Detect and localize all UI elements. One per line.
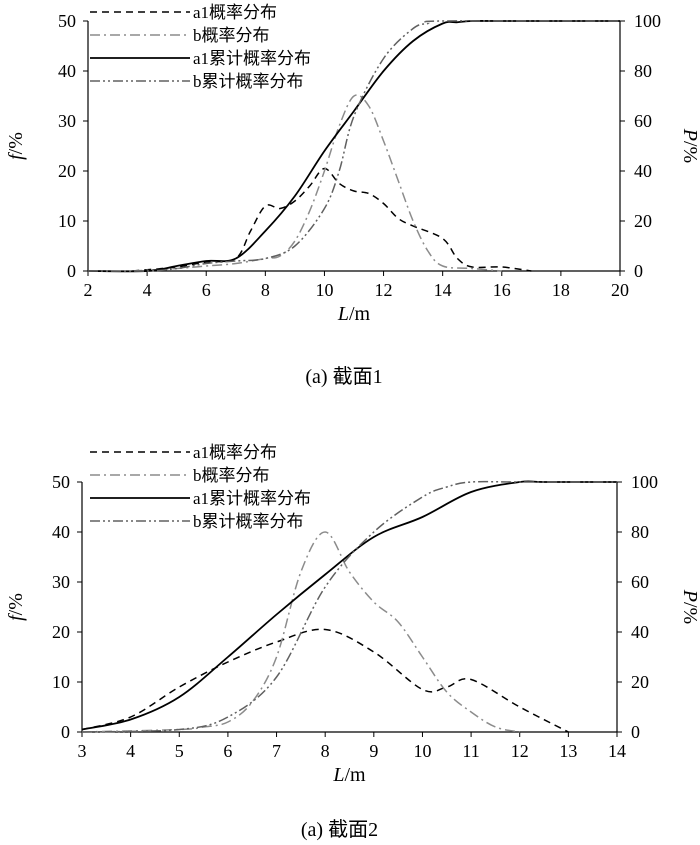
legend-label-bg: [191, 464, 339, 484]
legend-label-bg: [191, 24, 339, 44]
x-tick-label: 3: [78, 741, 87, 761]
x-tick-label: 9: [369, 741, 378, 761]
legend-label-bg: [191, 1, 339, 21]
series-line-1: [81, 628, 569, 733]
x-tick-label: 4: [143, 280, 152, 300]
y-axis-label: f/%: [5, 593, 27, 621]
legend-label: a1概率分布: [193, 443, 277, 462]
y2-tick-label: 40: [634, 161, 652, 181]
x-tick-label: 4: [126, 741, 135, 761]
y-tick-label: 20: [52, 622, 70, 642]
y-tick-label: 40: [58, 61, 76, 81]
y-tick-label: 0: [67, 261, 76, 281]
x-axis-variable: L: [332, 764, 344, 786]
chart-panel-2: 3 4 5 6 7 8 9 10 11 12 13 1401020304050020406080100…: [5, 441, 700, 841]
x-tick-label: 10: [413, 741, 431, 761]
x-tick-label: 16: [493, 280, 511, 300]
series-line-1: [132, 167, 532, 272]
y-tick-label: 50: [52, 472, 70, 492]
y2-tick-label: 60: [631, 572, 649, 592]
y2-tick-label: 20: [634, 211, 652, 231]
legend-label: b概率分布: [193, 466, 270, 485]
x-tick-label: 12: [511, 741, 529, 761]
y-tick-label: 10: [58, 211, 76, 231]
x-tick-label: 12: [375, 280, 393, 300]
x-axis-label: L/m: [337, 303, 371, 325]
chart-panel-1: 2 4 6 8 10 12 14 16 18 2001020304050020406080100L…: [5, 1, 700, 388]
y-axis-variable: f: [5, 152, 27, 160]
y-axis-unit: /%: [5, 593, 27, 615]
x-tick-label: 10: [315, 280, 333, 300]
x-tick-label: 14: [608, 741, 626, 761]
y-tick-label: 10: [52, 672, 70, 692]
y-tick-label: 40: [52, 522, 70, 542]
x-tick-label: 8: [261, 280, 270, 300]
legend-label: b累计概率分布: [193, 72, 304, 91]
chart-caption: (a) 截面2: [301, 818, 378, 841]
y-axis-label: f/%: [5, 132, 27, 160]
y2-axis-unit: /%: [679, 141, 700, 163]
legend-label-bg: [191, 487, 339, 507]
x-tick-label: 7: [272, 741, 281, 761]
y-tick-label: 30: [58, 111, 76, 131]
y-axis-variable: f: [5, 613, 27, 621]
legend-label: a1累计概率分布: [193, 489, 311, 508]
y2-axis-variable: P: [679, 128, 700, 141]
legend-label: b概率分布: [193, 26, 270, 45]
x-axis-variable: L: [337, 303, 349, 325]
y2-tick-label: 0: [634, 261, 643, 281]
series-line-3: [81, 480, 617, 731]
legend-label: b累计概率分布: [193, 512, 304, 531]
x-tick-label: 14: [434, 280, 452, 300]
legend-label-bg: [191, 510, 339, 530]
legend-label-bg: [191, 47, 339, 67]
x-axis-label: L/m: [332, 764, 366, 786]
y-tick-label: 20: [58, 161, 76, 181]
series-line-2: [132, 94, 502, 272]
y-tick-label: 30: [52, 572, 70, 592]
y-tick-label: 0: [61, 722, 70, 742]
series-line-4: [87, 20, 621, 272]
y2-axis-variable: P: [679, 589, 700, 602]
x-tick-label: 5: [175, 741, 184, 761]
y-axis-unit: /%: [5, 132, 27, 154]
x-tick-label: 20: [611, 280, 629, 300]
y2-tick-label: 100: [634, 11, 661, 31]
y2-tick-label: 80: [634, 61, 652, 81]
y2-tick-label: 60: [634, 111, 652, 131]
legend-label: a1累计概率分布: [193, 49, 311, 68]
y2-tick-label: 20: [631, 672, 649, 692]
series-line-3: [87, 20, 620, 273]
x-tick-label: 6: [223, 741, 232, 761]
y2-axis-label: P/%: [679, 589, 700, 624]
x-tick-label: 18: [552, 280, 570, 300]
y-tick-label: 50: [58, 11, 76, 31]
series-line-4: [81, 480, 617, 733]
x-axis-unit: /m: [345, 764, 367, 786]
chart-caption: (a) 截面1: [305, 365, 382, 388]
legend-label-bg: [191, 70, 339, 90]
series-line-2: [81, 531, 520, 733]
legend-label: a1概率分布: [193, 3, 277, 22]
y2-tick-label: 0: [631, 722, 640, 742]
y2-tick-label: 100: [631, 472, 658, 492]
x-tick-label: 11: [462, 741, 479, 761]
y2-tick-label: 80: [631, 522, 649, 542]
y2-axis-label: P/%: [679, 128, 700, 163]
y2-axis-unit: /%: [679, 602, 700, 624]
x-axis-unit: /m: [349, 303, 371, 325]
legend-label-bg: [191, 441, 339, 461]
x-tick-label: 8: [321, 741, 330, 761]
x-tick-label: 2: [84, 280, 93, 300]
x-tick-label: 13: [559, 741, 577, 761]
x-tick-label: 6: [202, 280, 211, 300]
y2-tick-label: 40: [631, 622, 649, 642]
